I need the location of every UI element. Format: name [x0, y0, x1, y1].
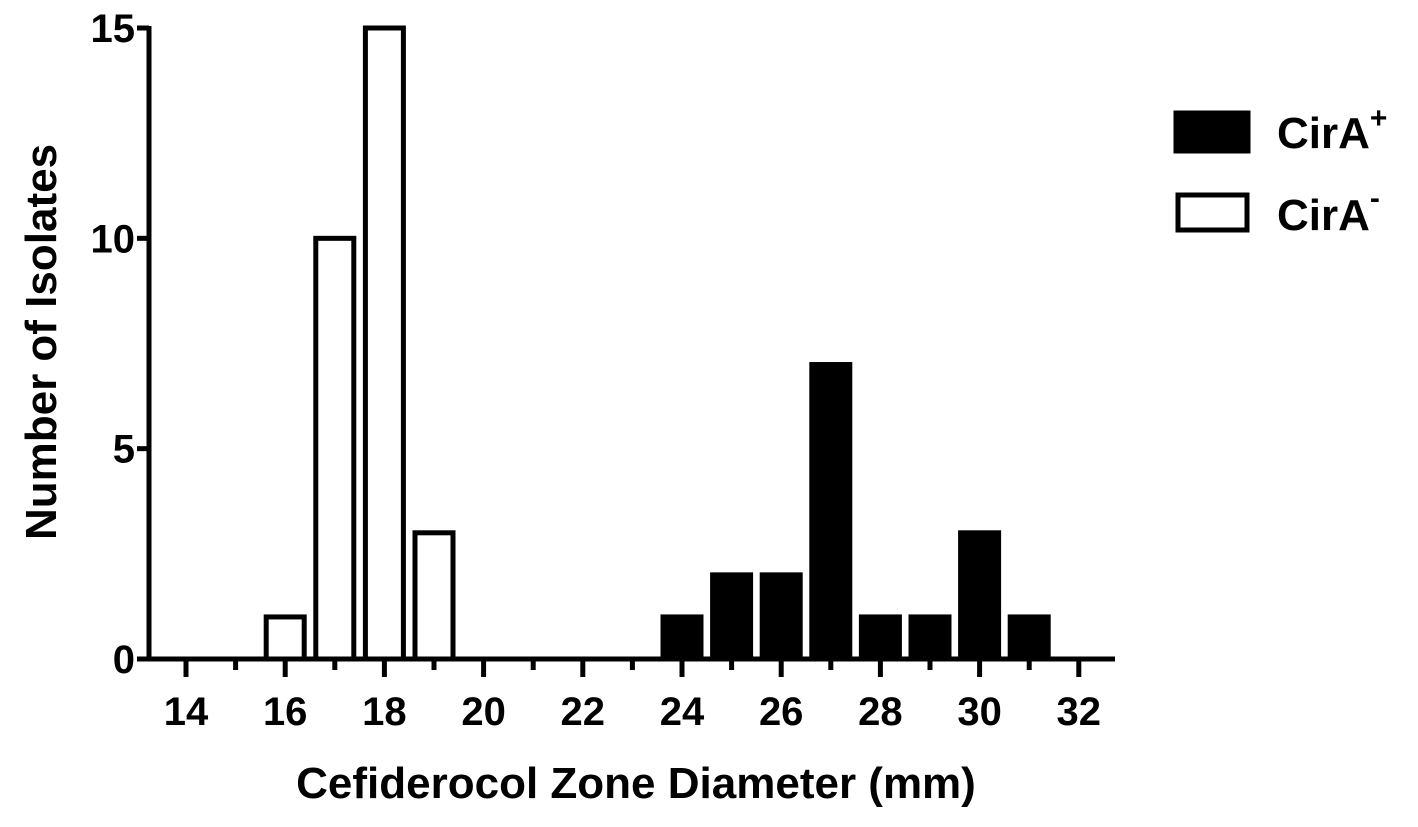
y-tick-label-10: 10 — [91, 217, 136, 261]
bar-cira_plus-27 — [809, 362, 853, 662]
legend-label-cira-minus-sup: - — [1370, 182, 1380, 215]
x-tick-label-30: 30 — [957, 690, 1002, 734]
legend-label-cira-plus: CirA+ — [1277, 102, 1387, 158]
legend-label-cira-plus-sup: + — [1370, 102, 1388, 135]
y-tick-label-5: 5 — [113, 428, 135, 472]
bar-cira_plus-28 — [858, 614, 902, 662]
bar-cira_plus-26 — [759, 572, 803, 662]
x-tick-label-20: 20 — [461, 690, 506, 734]
bar-cira_minus-16 — [263, 614, 307, 662]
bar-cira_minus-18 — [362, 25, 406, 662]
x-tick-label-14: 14 — [164, 690, 209, 734]
axes-layer: 0 5 10 15 14 16 18 20 22 24 26 28 30 32 — [91, 7, 1115, 734]
y-tick-label-0: 0 — [113, 638, 135, 682]
y-axis-title: Number of Isolates — [17, 144, 66, 540]
legend-swatch-cira-plus — [1173, 110, 1251, 154]
bar-cira_minus-19 — [412, 530, 456, 662]
bar-cira_minus-17 — [313, 235, 357, 662]
x-tick-label-18: 18 — [362, 690, 407, 734]
x-tick-label-32: 32 — [1057, 690, 1102, 734]
x-tick-label-16: 16 — [263, 690, 308, 734]
x-tick-label-28: 28 — [858, 690, 903, 734]
legend-label-cira-plus-text: CirA — [1277, 109, 1370, 158]
bar-cira_plus-31 — [1007, 614, 1051, 662]
legend-label-cira-minus: CirA- — [1277, 182, 1380, 240]
bars-layer — [263, 25, 1051, 662]
x-tick-label-22: 22 — [561, 690, 606, 734]
y-tick-label-15: 15 — [91, 7, 136, 51]
x-tick-label-24: 24 — [660, 690, 705, 734]
legend: CirA+ CirA- — [1173, 102, 1387, 240]
legend-swatch-cira-minus — [1175, 192, 1250, 233]
legend-label-cira-minus-text: CirA — [1277, 191, 1370, 240]
x-axis-title: Cefiderocol Zone Diameter (mm) — [296, 759, 976, 808]
bar-cira_plus-25 — [710, 572, 754, 662]
bar-cira_plus-24 — [660, 614, 704, 662]
x-tick-label-26: 26 — [759, 690, 804, 734]
bar-cira_plus-29 — [908, 614, 952, 662]
bar-cira_plus-30 — [958, 530, 1002, 662]
